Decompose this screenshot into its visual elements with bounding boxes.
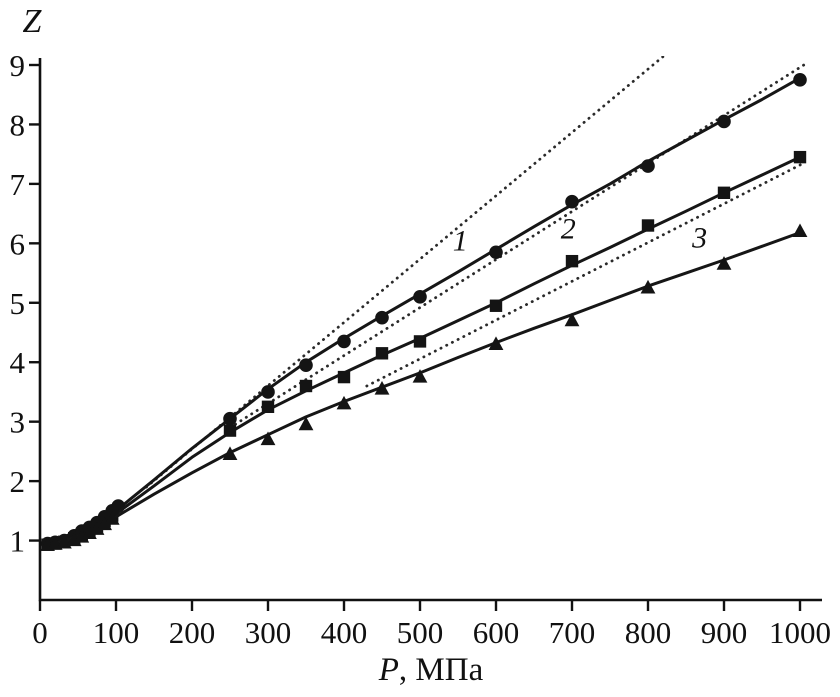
x-tick-label: 800	[625, 615, 672, 650]
axis-lines	[38, 58, 822, 602]
y-tick-label: 9	[10, 48, 26, 83]
y-tick-label: 8	[10, 107, 26, 142]
triangle-marker	[222, 446, 238, 460]
circle-marker	[641, 159, 655, 173]
triangle-marker	[66, 532, 82, 547]
x-tick-label: 100	[93, 615, 140, 650]
dotted-lines	[144, 56, 806, 489]
triangle-marker	[97, 516, 112, 531]
y-tick-label: 7	[10, 167, 26, 202]
x-tick-label: 900	[701, 615, 748, 650]
y-tick-label: 6	[10, 226, 26, 261]
triangle-marker	[74, 528, 90, 543]
triangle-marker	[104, 511, 120, 525]
series-3: 3	[40, 221, 808, 551]
triangle-marker	[260, 431, 276, 446]
series-3-markers	[40, 223, 808, 551]
series-2-markers	[41, 150, 807, 551]
series-1-label: 1	[453, 224, 468, 257]
x-tick-label: 0	[32, 615, 48, 650]
triangle-marker	[640, 279, 656, 294]
series-2-curve	[44, 155, 802, 547]
y-axis-ticks: 1 2 3 4 5 6 7 8 9	[10, 48, 40, 559]
dotted-line-3	[365, 161, 806, 388]
triangle-marker	[336, 395, 352, 410]
circle-marker	[717, 114, 731, 129]
circle-marker	[261, 385, 275, 399]
square-marker	[793, 150, 807, 164]
square-marker	[489, 299, 503, 312]
x-axis-title-part: P	[378, 652, 399, 688]
circle-marker	[413, 290, 427, 304]
y-tick-label: 1	[10, 524, 26, 559]
square-marker	[261, 400, 275, 414]
triangle-marker	[564, 312, 580, 327]
triangle-marker	[298, 416, 314, 431]
y-tick-label: 5	[10, 286, 26, 321]
triangle-marker	[412, 369, 428, 383]
triangle-marker	[89, 521, 105, 535]
series-2: 2	[41, 150, 807, 551]
circle-marker	[299, 358, 313, 372]
square-marker	[717, 186, 731, 200]
circle-marker	[375, 310, 389, 325]
series-2-label: 2	[561, 212, 576, 245]
triangle-marker	[488, 336, 504, 350]
square-marker	[413, 335, 427, 348]
triangle-marker	[792, 223, 808, 238]
triangle-marker	[374, 380, 390, 395]
x-axis-ticks: 0 100 200 300 400 500 600 700 800 900 1000	[32, 600, 831, 650]
y-axis-title: Z	[23, 3, 43, 40]
y-tick-label: 3	[10, 405, 26, 440]
x-tick-label: 500	[397, 615, 444, 650]
x-tick-label: 400	[321, 615, 368, 650]
square-marker	[641, 219, 655, 232]
circle-marker	[337, 334, 351, 349]
y-tick-label: 2	[10, 464, 26, 499]
circle-marker	[565, 194, 579, 209]
circle-marker	[489, 245, 503, 260]
square-marker	[223, 424, 237, 437]
dotted-line-2	[228, 63, 806, 430]
square-marker	[375, 347, 389, 360]
y-tick-label: 4	[10, 345, 26, 380]
series-3-label: 3	[691, 221, 707, 254]
series-1-curve	[44, 76, 802, 545]
square-marker	[337, 370, 351, 384]
triangle-marker	[716, 256, 732, 270]
x-axis-title: P, МПа	[378, 652, 484, 688]
dotted-line-1	[144, 56, 666, 489]
circle-marker	[793, 73, 807, 87]
x-tick-label: 600	[473, 615, 520, 650]
x-tick-label: 700	[549, 615, 596, 650]
x-tick-label: 300	[245, 615, 292, 650]
series-1: 1	[40, 73, 807, 551]
x-tick-label: 200	[169, 615, 216, 650]
x-tick-label: 1000	[769, 615, 831, 650]
axes	[38, 58, 822, 602]
square-marker	[299, 379, 313, 393]
series-3-curve	[44, 231, 802, 547]
x-axis-title-part: , МПа	[399, 652, 484, 688]
triangle-marker	[82, 525, 97, 540]
square-marker	[565, 254, 579, 268]
circle-marker	[223, 411, 237, 426]
